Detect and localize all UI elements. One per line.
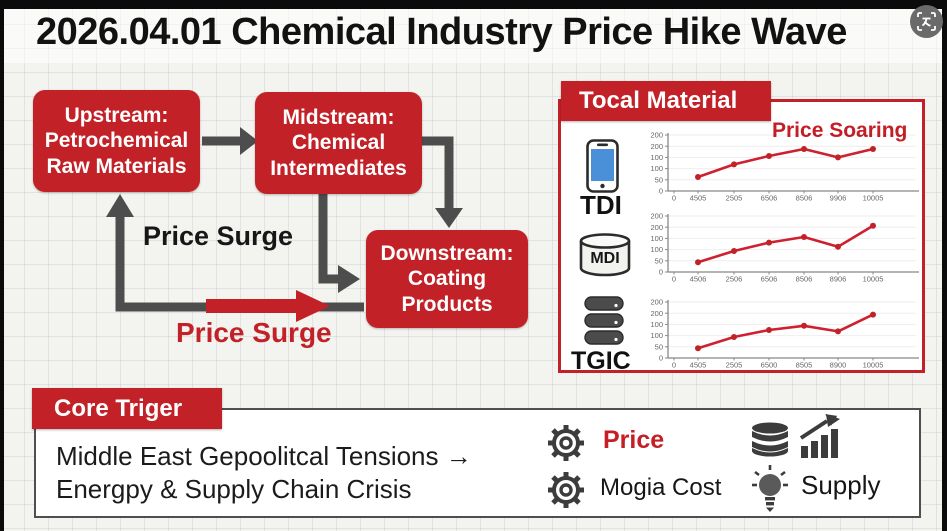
tdi-price-line-chart: 200 200 100 100 50 0 0 4505 2505 6506 8506 9906 1000… bbox=[646, 129, 922, 203]
svg-text:100: 100 bbox=[650, 164, 663, 173]
flow-node-line: Coating bbox=[407, 267, 487, 291]
database-stack-icon bbox=[584, 296, 624, 345]
bulb-icon bbox=[752, 465, 788, 512]
growth-chart-icon bbox=[799, 414, 840, 458]
flow-node-line: Downstream: bbox=[380, 241, 514, 265]
flow-node-line: Raw Materials bbox=[46, 154, 187, 178]
flow-node-line: Upstream: bbox=[64, 103, 169, 127]
svg-text:0: 0 bbox=[659, 268, 663, 277]
flow-node-upstream: Upstream: Petrochemical Raw Materials bbox=[33, 90, 200, 192]
core-trigger-line1: Middle East Gepoolitcal Tensions → bbox=[56, 441, 472, 471]
svg-text:200: 200 bbox=[650, 131, 663, 140]
svg-text:100: 100 bbox=[650, 320, 663, 329]
flow-node-line: Products bbox=[401, 292, 493, 316]
svg-text:200: 200 bbox=[650, 212, 663, 221]
material-label-tgic: TGIC bbox=[571, 347, 631, 375]
mdi-price-line-chart: 200 200 100 100 50 0 0 4506 2506 6506 8506 8906 1000… bbox=[646, 210, 922, 284]
image-search-icon[interactable] bbox=[910, 5, 943, 38]
core-trigger-line2: Energpy & Supply Chain Crisis bbox=[56, 474, 412, 504]
svg-text:8906: 8906 bbox=[830, 275, 847, 283]
flow-node-line: Chemical bbox=[291, 131, 386, 155]
svg-text:0: 0 bbox=[659, 187, 663, 196]
svg-text:4506: 4506 bbox=[690, 275, 707, 283]
svg-text:2506: 2506 bbox=[726, 275, 743, 283]
svg-text:200: 200 bbox=[650, 309, 663, 318]
svg-text:4505: 4505 bbox=[690, 361, 707, 369]
title-band bbox=[0, 9, 947, 63]
svg-text:8506: 8506 bbox=[796, 194, 813, 202]
svg-text:100: 100 bbox=[650, 234, 663, 243]
svg-text:4505: 4505 bbox=[690, 194, 707, 202]
svg-text:6500: 6500 bbox=[761, 361, 778, 369]
material-label-tdi: TDI bbox=[580, 190, 622, 220]
svg-text:8505: 8505 bbox=[796, 361, 813, 369]
svg-text:8900: 8900 bbox=[830, 361, 847, 369]
trigger-label-mogia-cost: Mogia Cost bbox=[600, 474, 722, 501]
price-soaring-label: Price Soaring bbox=[772, 119, 908, 142]
core-trigger-text: Middle East Gepoolitcal Tensions → Energ… bbox=[56, 440, 472, 506]
svg-text:6506: 6506 bbox=[761, 194, 778, 202]
price-surge-label-red: Price Surge bbox=[176, 317, 332, 348]
svg-text:2505: 2505 bbox=[726, 194, 743, 202]
svg-text:200: 200 bbox=[650, 223, 663, 232]
svg-text:50: 50 bbox=[655, 175, 663, 184]
drum-cylinder-icon: MDI bbox=[579, 233, 631, 277]
svg-text:50: 50 bbox=[655, 342, 663, 351]
svg-text:10005: 10005 bbox=[863, 275, 884, 283]
flow-node-line: Midstream: bbox=[282, 105, 395, 129]
material-label-mdi: MDI bbox=[590, 250, 619, 267]
svg-text:0: 0 bbox=[672, 361, 676, 369]
svg-text:100: 100 bbox=[650, 245, 663, 254]
svg-text:2505: 2505 bbox=[726, 361, 743, 369]
flow-node-downstream: Downstream: Coating Products bbox=[366, 230, 528, 328]
tgic-price-line-chart: 200 200 100 100 50 0 0 4505 2505 6500 8505 8900 1000… bbox=[646, 296, 922, 370]
svg-text:9906: 9906 bbox=[830, 194, 847, 202]
svg-text:200: 200 bbox=[650, 142, 663, 151]
database-icon bbox=[752, 422, 788, 457]
core-trigger-header: Core Triger bbox=[32, 388, 222, 429]
svg-text:0: 0 bbox=[659, 354, 663, 363]
page-title: 2026.04.01 Chemical Industry Price Hike … bbox=[36, 11, 847, 53]
svg-text:0: 0 bbox=[672, 194, 676, 202]
svg-text:6506: 6506 bbox=[761, 275, 778, 283]
svg-text:0: 0 bbox=[672, 275, 676, 283]
svg-text:100: 100 bbox=[650, 331, 663, 340]
flow-node-line: Intermediates bbox=[270, 156, 407, 180]
flow-node-midstream: Midstream: Chemical Intermediates bbox=[255, 92, 422, 194]
top-edge-bar bbox=[0, 0, 947, 9]
svg-text:200: 200 bbox=[650, 298, 663, 307]
trigger-label-price: Price bbox=[603, 426, 665, 454]
flow-node-line: Petrochemical bbox=[44, 129, 189, 153]
svg-text:10005: 10005 bbox=[863, 361, 884, 369]
svg-text:50: 50 bbox=[655, 256, 663, 265]
left-edge-bar bbox=[0, 0, 4, 531]
smartphone-icon bbox=[586, 139, 619, 193]
svg-text:100: 100 bbox=[650, 153, 663, 162]
svg-text:10005: 10005 bbox=[863, 194, 884, 202]
gear-icon bbox=[548, 472, 584, 508]
svg-text:8506: 8506 bbox=[796, 275, 813, 283]
gear-icon bbox=[548, 425, 584, 461]
material-panel-header: Tocal Material bbox=[561, 81, 771, 121]
right-edge-bar bbox=[942, 0, 947, 531]
trigger-label-supply: Supply bbox=[801, 470, 881, 500]
price-surge-label: Price Surge bbox=[143, 221, 294, 251]
